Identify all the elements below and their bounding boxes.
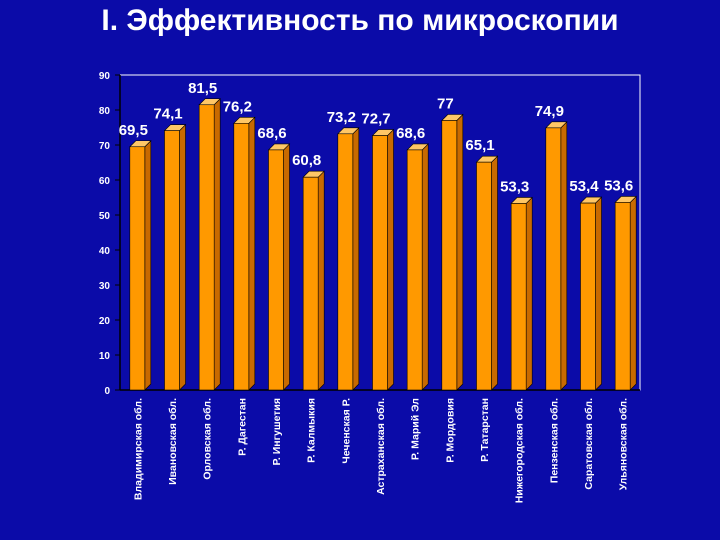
- data-label: 69,5: [119, 122, 148, 139]
- data-label: 65,1: [465, 137, 494, 154]
- y-tick-label: 80: [99, 106, 111, 117]
- bar: [614, 195, 637, 391]
- y-tick-label: 50: [99, 211, 111, 222]
- x-tick-label: Чеченская Р.: [340, 398, 352, 464]
- x-tick-label: Орловская обл.: [202, 398, 214, 480]
- bar-side: [491, 155, 498, 391]
- bar-side: [421, 143, 429, 391]
- data-label: 53,3: [500, 178, 529, 195]
- bar-side: [144, 140, 152, 391]
- bar: [267, 143, 291, 391]
- data-label: 68,6: [396, 125, 425, 142]
- bar-side: [179, 123, 186, 391]
- bar: [579, 196, 603, 391]
- bar-side: [283, 143, 290, 391]
- x-tick-label: Нижегородская обл.: [514, 398, 526, 503]
- data-label: 74,1: [153, 106, 182, 123]
- bar-front: [476, 161, 492, 391]
- x-tick-label: Ивановская обл.: [167, 398, 179, 485]
- bar-side: [387, 128, 394, 391]
- bar-front: [268, 149, 284, 391]
- bar: [129, 140, 152, 391]
- x-tick-label: Саратовская обл.: [583, 398, 595, 490]
- data-label: 53,4: [569, 178, 599, 195]
- y-tick-label: 0: [104, 386, 110, 397]
- bar-front: [302, 176, 319, 391]
- y-tick-label: 70: [99, 141, 111, 152]
- bar-front: [233, 123, 250, 391]
- x-tick-label: Астраханская обл.: [375, 398, 387, 495]
- bar: [441, 113, 464, 391]
- y-tick-label: 60: [99, 176, 111, 187]
- bar-front: [406, 149, 423, 391]
- bar: [337, 127, 360, 391]
- bar-side: [560, 121, 568, 391]
- bar-side: [317, 170, 325, 391]
- x-tick-label: Пензенская обл.: [548, 398, 560, 483]
- bar-front: [129, 146, 146, 391]
- slide-title: I. Эффективность по микроскопии: [101, 4, 619, 37]
- data-label: 72,7: [361, 111, 390, 128]
- data-label: 68,6: [257, 125, 286, 142]
- y-tick-label: 90: [99, 71, 111, 82]
- bar: [302, 170, 325, 391]
- bar-front: [510, 203, 527, 391]
- bar-front: [580, 202, 596, 391]
- y-tick-label: 30: [99, 281, 111, 292]
- y-tick-label: 20: [99, 316, 111, 327]
- data-label: 77: [437, 96, 454, 113]
- bar: [545, 121, 568, 391]
- bar-front: [198, 104, 215, 391]
- y-tick-label: 40: [99, 246, 111, 257]
- y-tick-label: 10: [99, 351, 111, 362]
- bar-side: [352, 127, 360, 391]
- bar: [475, 155, 499, 391]
- bars: [129, 98, 637, 391]
- bar-side: [248, 116, 256, 391]
- bar-front: [545, 127, 562, 391]
- x-tick-label: Р. Марий Эл: [410, 398, 422, 460]
- bar-front: [372, 135, 388, 391]
- data-label: 74,9: [535, 103, 564, 120]
- x-tick-label: Р. Ингушетия: [271, 398, 283, 466]
- bar-side: [213, 98, 221, 391]
- bar: [198, 98, 221, 391]
- bar-side: [629, 195, 637, 391]
- bar-front: [337, 133, 354, 391]
- data-label: 53,6: [604, 177, 633, 194]
- bar: [163, 123, 187, 391]
- data-label: 76,2: [223, 98, 252, 115]
- data-label: 73,2: [327, 109, 356, 126]
- data-label: 60,8: [292, 152, 321, 169]
- bar: [510, 196, 533, 391]
- bar: [371, 128, 395, 391]
- bar-front: [614, 202, 631, 391]
- x-axis-labels: Владимирская обл. Ивановская обл. Орловска…: [132, 398, 629, 503]
- data-label: 81,5: [188, 80, 217, 97]
- bar-front: [441, 120, 458, 391]
- bar: [406, 143, 429, 391]
- x-tick-label: Ульяновская обл.: [618, 398, 630, 490]
- bar-front: [164, 130, 180, 391]
- x-tick-label: Р. Калмыкия: [306, 398, 318, 463]
- x-tick-label: Р. Дагестан: [236, 398, 248, 456]
- bar-side: [525, 196, 533, 391]
- value-labels: 69,5 74,1 81,5 76,2 68,6 60,8 73,2 72,7 68,6 77 65…: [119, 80, 634, 196]
- x-tick-label: Владимирская обл.: [132, 398, 144, 500]
- x-tick-label: Р. Татарстан: [479, 398, 491, 462]
- x-tick-label: Р. Мордовия: [444, 398, 456, 463]
- bar-side: [456, 113, 464, 391]
- bar: [233, 116, 256, 391]
- bar-side: [595, 196, 602, 391]
